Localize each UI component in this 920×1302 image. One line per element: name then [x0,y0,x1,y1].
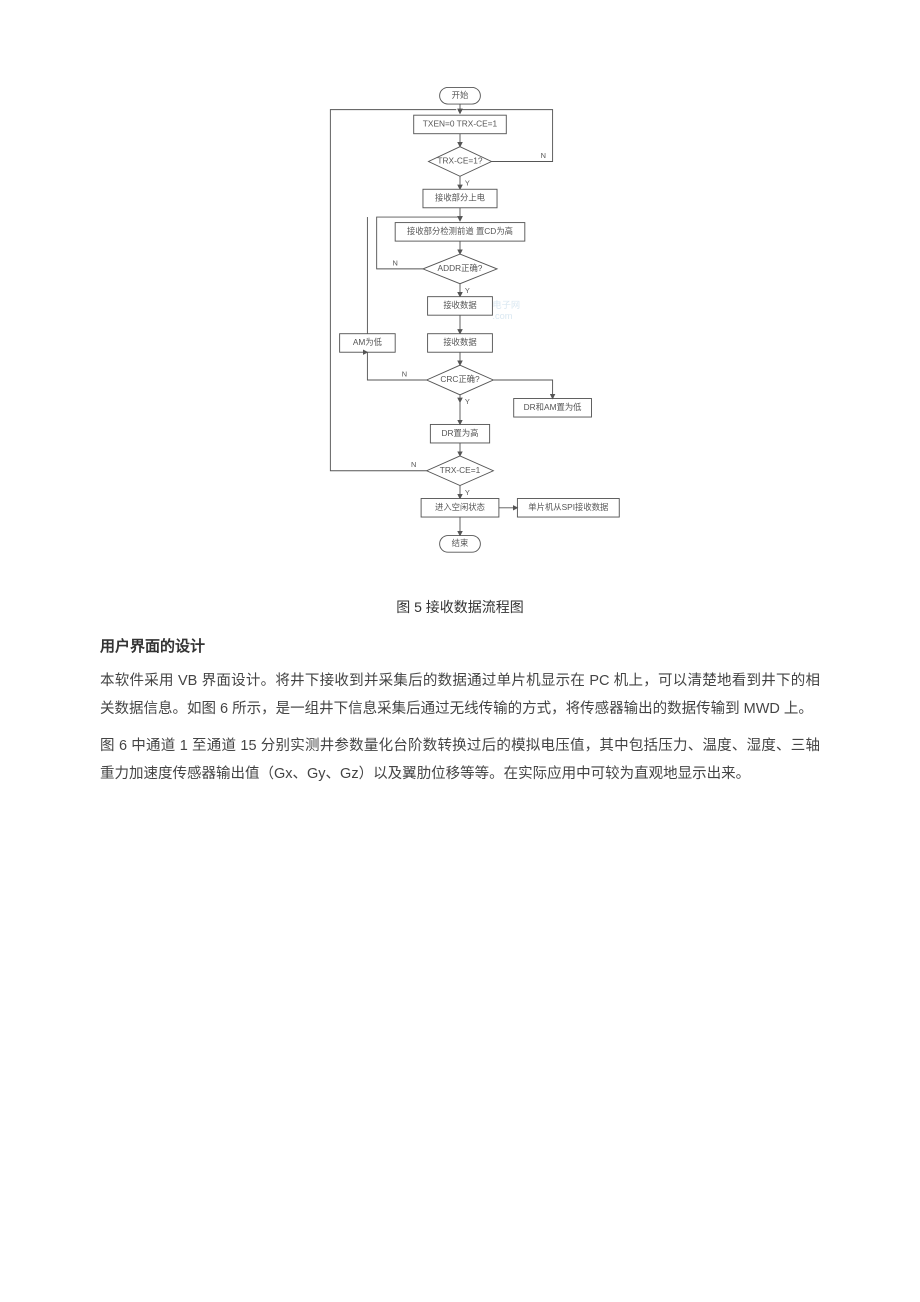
node-b7-label: DR和AM置为低 [524,402,583,412]
label-y-4: Y [465,488,470,497]
node-b3-label: 接收部分检测前道 置CD为高 [407,226,513,236]
flowchart-svg: 开始 TXEN=0 TRX-CE=1 TRX-CE=1? N Y 接收部分上电 … [260,80,660,580]
node-start-label: 开始 [452,90,469,100]
label-n-1: N [541,151,546,160]
node-b5-label: AM为低 [353,337,383,347]
node-b4-label: 接收数据 [443,300,476,310]
node-end-label: 结束 [452,538,469,548]
node-b8-label: DR置为高 [441,428,478,438]
label-n-2: N [393,258,398,267]
section-heading: 用户界面的设计 [100,635,820,656]
node-d4-label: TRX-CE=1 [440,465,481,475]
node-b9-label: 进入空闲状态 [435,502,485,512]
label-n-4: N [411,460,416,469]
label-n-3: N [402,369,407,378]
node-b1-label: TXEN=0 TRX-CE=1 [423,119,498,129]
node-b2-label: 接收部分上电 [435,193,485,203]
node-b6-label: 接收数据 [443,337,476,347]
watermark-2: .com [492,311,512,321]
node-d1-label: TRX-CE=1? [437,156,482,166]
figure-5: 开始 TXEN=0 TRX-CE=1 TRX-CE=1? N Y 接收部分上电 … [100,80,820,585]
label-y-3: Y [465,397,470,406]
node-d2-label: ADDR正确? [438,263,483,273]
figure-5-caption: 图 5 接收数据流程图 [100,597,820,617]
node-b10-label: 单片机从SPI接收数据 [528,502,608,512]
node-d3-label: CRC正确? [440,374,480,384]
label-y-1: Y [465,179,470,188]
paragraph-1: 本软件采用 VB 界面设计。将井下接收到并采集后的数据通过单片机显示在 PC 机… [100,668,820,723]
watermark: 电子网 [492,299,520,310]
paragraph-2: 图 6 中通道 1 至通道 15 分别实测井参数量化台阶数转换过后的模拟电压值，… [100,733,820,788]
label-y-2: Y [465,286,470,295]
